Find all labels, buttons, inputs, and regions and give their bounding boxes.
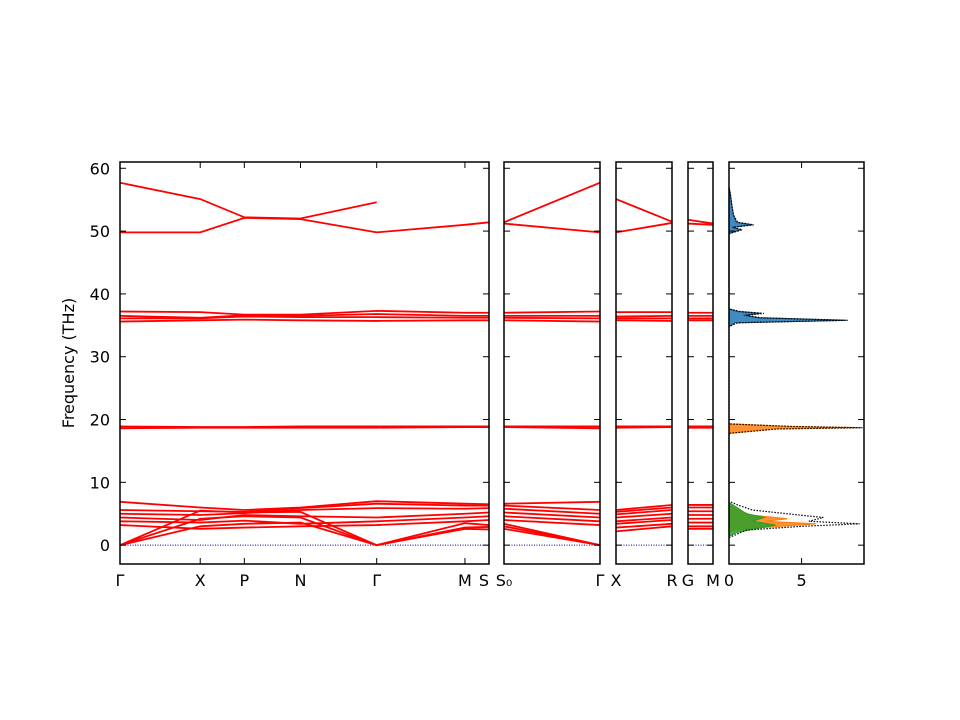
band-line-3-6 <box>615 509 673 516</box>
high-symmetry-label: S <box>479 571 489 590</box>
band-line-2-9 <box>503 500 601 505</box>
band-line-3-15 <box>615 222 673 234</box>
y-tick-label: 60 <box>90 159 110 178</box>
band-line-2-4 <box>503 519 601 526</box>
panel-frame-3 <box>615 161 673 565</box>
band-line-2-6 <box>503 511 601 519</box>
y-axis-title: Frequency (THz) <box>59 298 78 428</box>
high-symmetry-label: P <box>240 571 250 590</box>
band-line-3-11 <box>615 319 673 322</box>
high-symmetry-label: M <box>706 571 720 590</box>
band-line-1-12 <box>119 318 489 323</box>
band-line-1-3 <box>119 521 490 547</box>
band-line-3-7 <box>615 506 673 513</box>
band-line-1-2 <box>119 515 490 547</box>
dos-x-tick-label: 5 <box>796 571 806 590</box>
band-line-2-12 <box>503 319 601 323</box>
band-line-1-16 <box>120 216 490 234</box>
panel-frame-2 <box>503 161 601 565</box>
y-tick-label: 50 <box>90 222 110 241</box>
band-line-3-3 <box>615 519 673 525</box>
panel-frame-1 <box>119 161 490 565</box>
high-symmetry-label: N <box>295 571 307 590</box>
y-tick-label: 30 <box>90 348 110 367</box>
high-symmetry-label: X <box>611 571 622 590</box>
band-line-1-7 <box>119 507 490 516</box>
dos-total-line <box>728 187 863 539</box>
band-line-1-15 <box>119 309 489 316</box>
high-symmetry-label: G <box>682 571 694 590</box>
band-line-3-13 <box>615 314 673 318</box>
high-symmetry-label: S₀ <box>496 571 513 590</box>
band-line-4-16 <box>687 218 714 225</box>
band-line-4-15 <box>687 222 714 226</box>
high-symmetry-label: X <box>195 571 206 590</box>
high-symmetry-label: R <box>666 571 677 590</box>
panel-frame-4 <box>687 161 714 565</box>
band-line-3-8 <box>615 504 673 511</box>
y-tick-label: 20 <box>90 411 110 430</box>
y-tick-label: 10 <box>90 473 110 492</box>
band-line-2-5 <box>503 515 601 523</box>
band-line-1-6 <box>119 511 490 521</box>
high-symmetry-label: Γ <box>596 571 605 590</box>
band-line-1-5 <box>119 515 490 525</box>
dos-x-tick-label: 0 <box>724 571 734 590</box>
band-line-2-16 <box>503 222 601 234</box>
band-line-3-16 <box>615 198 673 223</box>
dos-partial-series-1 <box>728 187 849 328</box>
y-tick-label: 0 <box>100 536 110 555</box>
band-line-3-2 <box>615 522 673 529</box>
band-line-2-15 <box>503 310 601 314</box>
y-tick-label: 40 <box>90 285 110 304</box>
band-line-2-7 <box>503 507 601 515</box>
high-symmetry-label: M <box>458 571 472 590</box>
band-line-2-13 <box>503 316 601 320</box>
band-line-1-11 <box>119 425 489 428</box>
band-line-1-17 <box>119 181 377 220</box>
band-line-3-1 <box>615 525 673 533</box>
high-symmetry-label: Γ <box>372 571 381 590</box>
band-line-2-3 <box>503 522 601 547</box>
dos-panel-frame <box>728 161 865 565</box>
band-line-1-4 <box>119 519 490 530</box>
band-line-2-17 <box>503 181 601 224</box>
band-line-2-8 <box>503 504 601 511</box>
band-line-3-5 <box>615 512 673 519</box>
band-line-1-14 <box>119 313 489 319</box>
band-line-3-4 <box>615 516 673 523</box>
band-line-1-9 <box>119 500 490 511</box>
high-symmetry-label: Γ <box>116 571 125 590</box>
